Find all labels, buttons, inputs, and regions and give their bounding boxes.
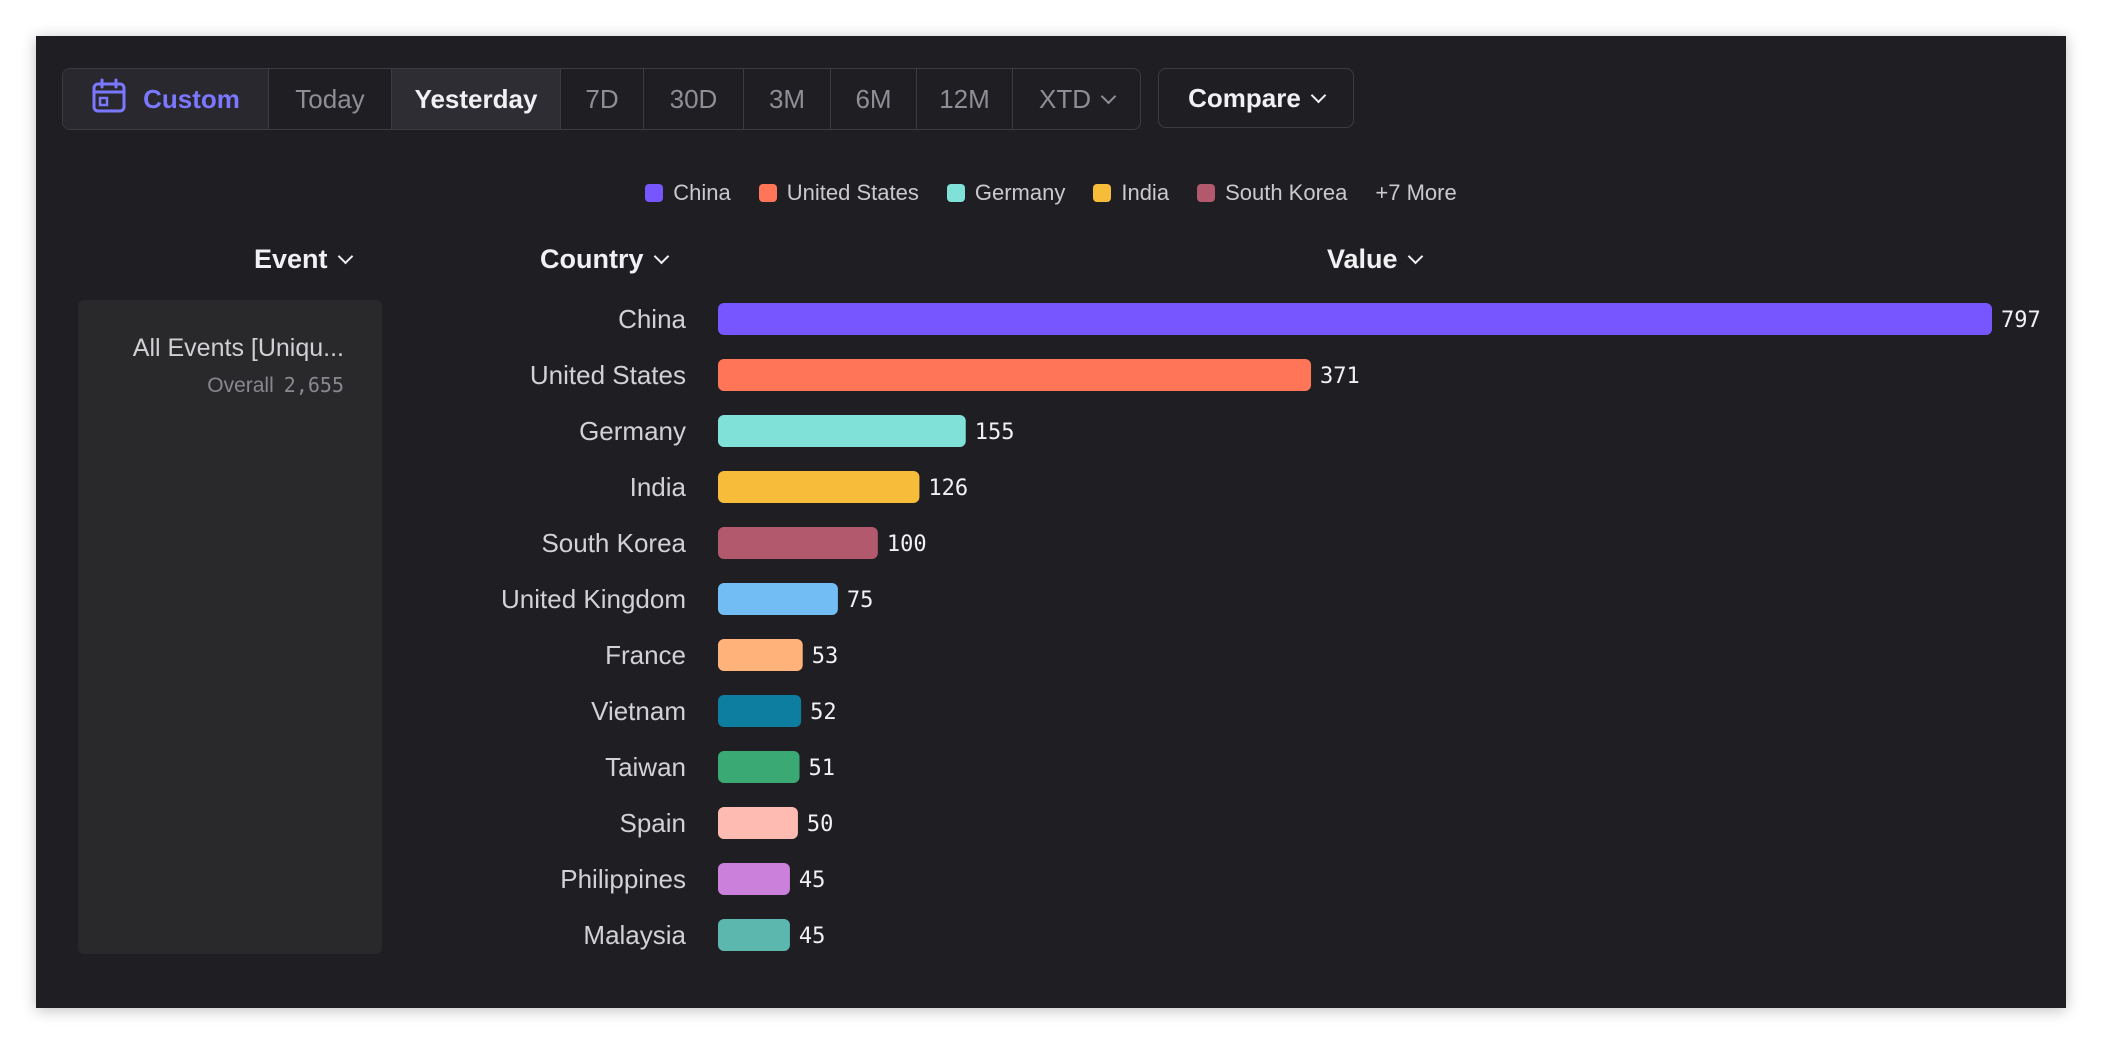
range-3m-label: 3M — [768, 83, 806, 114]
category-label-philippines: Philippines — [560, 864, 686, 894]
event-card[interactable]: All Events [Uniqu... Overall 2,655 — [78, 300, 382, 954]
legend-swatch — [1093, 184, 1112, 202]
range-7d-button[interactable]: 7D — [561, 69, 644, 129]
bar-philippines[interactable] — [718, 863, 790, 895]
compare-label: Compare — [1188, 82, 1301, 113]
value-label-taiwan: 51 — [809, 756, 836, 781]
value-label-spain: 50 — [807, 812, 834, 837]
legend-swatch — [1197, 184, 1216, 202]
custom-range-label: Custom — [143, 83, 240, 114]
range-6m-label: 6M — [855, 83, 892, 114]
bar-india[interactable] — [718, 471, 920, 503]
event-overall-label: Overall — [207, 374, 274, 397]
category-label-taiwan: Taiwan — [605, 752, 686, 782]
value-label-united-kingdom: 75 — [847, 588, 874, 613]
date-range-selector: Custom Today Yesterday 7D 30D 3M 6M 12M … — [62, 68, 1141, 130]
bar-germany[interactable] — [718, 415, 966, 447]
range-today-button[interactable]: Today — [269, 69, 392, 129]
value-label-vietnam: 52 — [810, 700, 837, 725]
range-12m-label: 12M — [939, 83, 990, 114]
event-overall-value: 2,655 — [283, 373, 344, 397]
category-label-germany: Germany — [579, 416, 686, 446]
country-header-label: Country — [540, 244, 644, 274]
legend-item-south-korea[interactable]: South Korea — [1197, 180, 1347, 206]
category-label-united-states: United States — [530, 360, 686, 390]
range-6m-button[interactable]: 6M — [831, 69, 917, 129]
range-12m-button[interactable]: 12M — [917, 69, 1013, 129]
legend-label: South Korea — [1225, 180, 1348, 205]
legend-item-china[interactable]: China — [645, 180, 731, 206]
legend-swatch — [758, 184, 777, 202]
legend-swatch — [645, 184, 664, 202]
custom-range-button[interactable]: Custom — [63, 69, 269, 129]
category-label-vietnam: Vietnam — [591, 696, 686, 726]
value-label-philippines: 45 — [799, 868, 826, 893]
legend-label: China — [673, 180, 731, 205]
calendar-icon — [91, 78, 127, 121]
category-label-china: China — [618, 304, 686, 334]
range-30d-label: 30D — [669, 83, 718, 114]
range-3m-button[interactable]: 3M — [744, 69, 831, 129]
bar-china[interactable] — [718, 303, 1992, 335]
event-column-header[interactable]: Event — [254, 244, 353, 275]
bar-south-korea[interactable] — [718, 527, 878, 559]
legend-item-germany[interactable]: Germany — [946, 180, 1066, 206]
bar-taiwan[interactable] — [718, 751, 800, 783]
bar-chart: China 797 United States 371 Germany 155 India 1… — [501, 303, 2041, 951]
value-label-malaysia: 45 — [799, 924, 826, 949]
legend-more-button[interactable]: +7 More — [1375, 180, 1457, 205]
event-overall: Overall 2,655 — [102, 373, 344, 398]
category-label-india: India — [630, 472, 687, 502]
value-label-germany: 155 — [975, 420, 1015, 445]
chart-legend: China United States Germany India South … — [36, 180, 2066, 206]
category-label-spain: Spain — [620, 808, 687, 838]
bar-united-states[interactable] — [718, 359, 1312, 391]
legend-item-india[interactable]: India — [1093, 180, 1169, 206]
compare-dropdown[interactable]: Compare — [1158, 68, 1354, 128]
value-label-united-states: 371 — [1320, 364, 1360, 389]
range-7d-label: 7D — [585, 83, 619, 114]
bar-united-kingdom[interactable] — [718, 583, 838, 615]
value-label-france: 53 — [812, 644, 839, 669]
range-30d-button[interactable]: 30D — [644, 69, 744, 129]
bar-france[interactable] — [718, 639, 803, 671]
value-label-china: 797 — [2001, 308, 2041, 333]
bar-vietnam[interactable] — [718, 695, 802, 727]
legend-label: India — [1121, 180, 1170, 205]
value-label-south-korea: 100 — [887, 532, 927, 557]
range-today-label: Today — [295, 83, 365, 114]
value-label-india: 126 — [928, 476, 968, 501]
bar-spain[interactable] — [718, 807, 798, 839]
category-label-united-kingdom: United Kingdom — [501, 584, 686, 614]
bar-malaysia[interactable] — [718, 919, 790, 951]
report-panel: Custom Today Yesterday 7D 30D 3M 6M 12M … — [36, 36, 2066, 1008]
category-label-france: France — [605, 640, 686, 670]
range-xtd-dropdown[interactable]: XTD — [1013, 69, 1140, 129]
category-label-malaysia: Malaysia — [583, 920, 686, 950]
range-yesterday-label: Yesterday — [414, 83, 538, 114]
legend-swatch — [946, 184, 965, 202]
value-column-header[interactable]: Value — [1327, 244, 1423, 275]
event-name: All Events [Uniqu... — [132, 334, 344, 362]
legend-label: United States — [786, 180, 919, 205]
event-header-label: Event — [254, 244, 328, 274]
legend-label: Germany — [974, 180, 1066, 205]
country-column-header[interactable]: Country — [540, 244, 669, 275]
category-label-south-korea: South Korea — [541, 528, 686, 558]
legend-item-united-states[interactable]: United States — [758, 180, 919, 206]
range-yesterday-button[interactable]: Yesterday — [392, 69, 561, 129]
range-xtd-label: XTD — [1039, 83, 1091, 114]
value-header-label: Value — [1327, 244, 1398, 274]
